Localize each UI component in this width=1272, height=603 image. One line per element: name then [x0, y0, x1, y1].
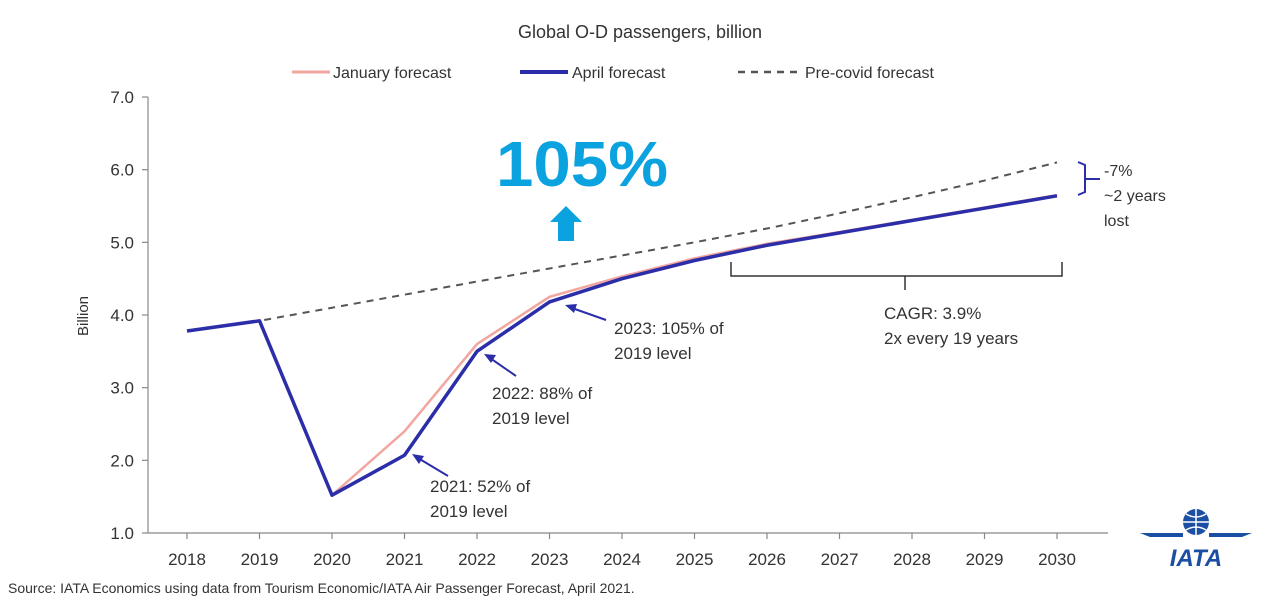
- x-tick-label: 2030: [1038, 550, 1076, 569]
- y-tick-label: 4.0: [110, 306, 134, 325]
- pointer-2021-head: [412, 454, 424, 464]
- source-note: Source: IATA Economics using data from T…: [8, 580, 635, 596]
- legend-label-january: January forecast: [333, 65, 452, 82]
- pointer-2022: [489, 357, 517, 377]
- pointer-2021: [417, 457, 449, 477]
- pointer-2023-head: [565, 304, 577, 313]
- legend: January forecast April forecast Pre-covi…: [292, 65, 934, 82]
- y-tick-label: 3.0: [110, 379, 134, 398]
- cagr-line2: 2x every 19 years: [884, 329, 1018, 348]
- legend-label-april: April forecast: [572, 65, 666, 82]
- x-tick-label: 2027: [821, 550, 859, 569]
- annotation-2021-line1: 2021: 52% of: [430, 477, 530, 496]
- pointer-2023: [571, 307, 607, 321]
- x-tick-label: 2024: [603, 550, 641, 569]
- up-arrow-icon: [550, 206, 582, 241]
- y-tick-label: 7.0: [110, 88, 134, 107]
- x-tick-label: 2019: [241, 550, 279, 569]
- x-tick-label: 2021: [386, 550, 424, 569]
- gap-line3: lost: [1104, 213, 1129, 230]
- pointer-2022-head: [484, 354, 496, 363]
- x-tick-label: 2025: [676, 550, 714, 569]
- gap-line1: -7%: [1104, 163, 1132, 180]
- series-april-line: [186, 194, 1058, 497]
- y-axis-label: Billion: [75, 296, 92, 336]
- series: [186, 161, 1058, 497]
- legend-label-precovid: Pre-covid forecast: [805, 65, 934, 82]
- x-tick-label: 2026: [748, 550, 786, 569]
- annotations: 2021: 52% of 2019 level 2022: 88% of 201…: [412, 161, 1166, 521]
- series-precovid-line: [186, 161, 1058, 332]
- x-tick-label: 2022: [458, 550, 496, 569]
- iata-logo-text: IATA: [1170, 545, 1222, 572]
- annotation-2023-line2: 2019 level: [614, 344, 692, 363]
- annotation-2022-line2: 2019 level: [492, 409, 570, 428]
- annotation-2023-line1: 2023: 105% of: [614, 319, 724, 338]
- annotation-2022-line1: 2022: 88% of: [492, 384, 592, 403]
- annotation-2021-line2: 2019 level: [430, 502, 508, 521]
- x-tick-label: 2029: [966, 550, 1004, 569]
- y-tick-label: 1.0: [110, 524, 134, 543]
- iata-logo: IATA: [1140, 509, 1252, 572]
- cagr-bracket: [730, 262, 1063, 277]
- y-tick-label: 2.0: [110, 451, 134, 470]
- gap-bracket: [1077, 161, 1086, 196]
- y-tick-label: 6.0: [110, 161, 134, 180]
- x-tick-label: 2028: [893, 550, 931, 569]
- x-tick-label: 2020: [313, 550, 351, 569]
- highlight-105-label: 105%: [496, 128, 668, 200]
- gap-line2: ~2 years: [1104, 188, 1166, 205]
- axes: 1.0 2.0 3.0 4.0 5.0 6.0 7.0 2018 2019 2020 2021 202…: [110, 88, 1108, 569]
- x-tick-label: 2018: [168, 550, 206, 569]
- chart-title: Global O-D passengers, billion: [518, 22, 762, 42]
- y-tick-label: 5.0: [110, 233, 134, 252]
- cagr-line1: CAGR: 3.9%: [884, 304, 981, 323]
- x-tick-label: 2023: [531, 550, 569, 569]
